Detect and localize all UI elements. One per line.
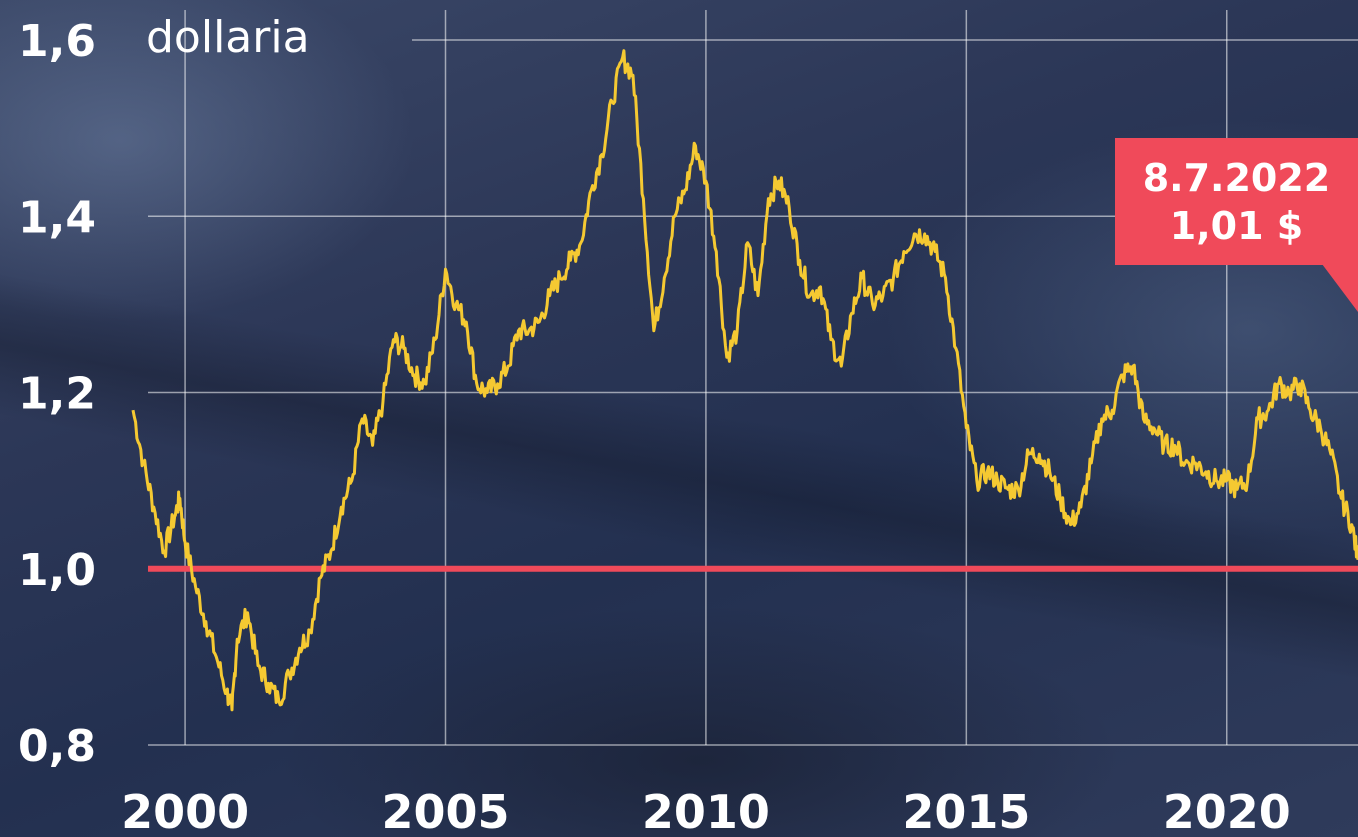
x-tick-label: 2005 [381, 785, 509, 837]
x-tick-label: 2020 [1163, 785, 1291, 837]
series-line-eur-usd [131, 49, 1358, 712]
x-tick-label: 2000 [121, 785, 249, 837]
callout-pointer [1322, 264, 1358, 312]
last-value-callout: 8.7.2022 1,01 $ [1115, 138, 1358, 265]
callout-date: 8.7.2022 [1142, 155, 1331, 200]
x-axis-ticks: 2000 2005 2010 2015 2020 [121, 785, 1291, 837]
y-axis-ticks: 0,8 1,0 1,2 1,4 1,6 [18, 16, 96, 772]
y-tick-label: 1,6 [18, 16, 96, 67]
x-tick-label: 2010 [642, 785, 770, 837]
y-unit-label: dollaria [146, 12, 310, 63]
y-tick-label: 1,4 [18, 192, 96, 243]
x-tick-label: 2015 [902, 785, 1030, 837]
y-tick-label: 1,0 [18, 545, 96, 596]
grid [148, 10, 1358, 746]
callout-value: 1,01 $ [1169, 203, 1304, 248]
y-tick-label: 1,2 [18, 369, 96, 420]
y-tick-label: 0,8 [18, 721, 96, 772]
